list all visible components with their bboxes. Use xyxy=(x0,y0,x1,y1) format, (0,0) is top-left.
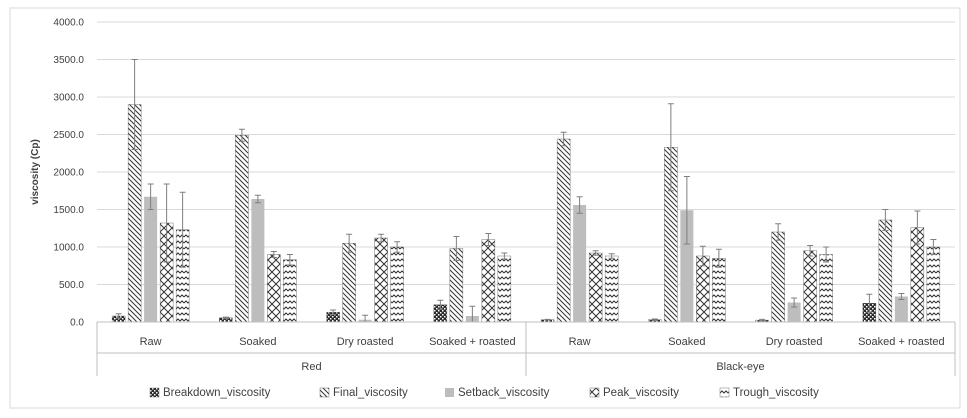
bar-peak xyxy=(588,252,603,323)
y-tick-label: 2500.0 xyxy=(53,130,84,141)
bar-peak xyxy=(481,239,496,323)
legend-swatch-peak xyxy=(589,387,600,398)
legend-label-trough: Trough_viscosity xyxy=(733,387,819,399)
legend-swatch-trough xyxy=(719,387,730,398)
x-tick-label: Soaked xyxy=(239,336,276,348)
bar-final xyxy=(556,138,571,323)
x-tick-label: Soaked + roasted xyxy=(429,336,516,348)
bar-peak xyxy=(267,254,281,323)
legend-label-peak: Peak_viscosity xyxy=(603,387,679,399)
x-tick-label: Soaked xyxy=(668,336,705,348)
y-tick-label: 1500.0 xyxy=(53,205,84,216)
x-group-label: Red xyxy=(301,361,321,373)
bar-peak xyxy=(803,250,817,323)
bar-setback xyxy=(787,302,801,322)
bar-final xyxy=(878,219,893,323)
bar-setback xyxy=(251,199,265,322)
y-tick-label: 1000.0 xyxy=(53,243,84,254)
bar-trough xyxy=(283,259,297,323)
bars xyxy=(111,59,941,323)
bar-final xyxy=(342,243,356,323)
y-tick-label: 500.0 xyxy=(59,280,84,291)
y-axis-label: viscosity (Cp) xyxy=(30,139,41,205)
bar-trough xyxy=(497,255,512,323)
x-axis: Raw Soaked Dry roasted Soaked + roasted Raw S… xyxy=(96,321,956,376)
bar-setback xyxy=(894,296,908,322)
legend-label-breakdown: Breakdown_viscosity xyxy=(163,387,271,399)
bar-trough xyxy=(390,246,404,323)
bar-setback xyxy=(573,205,587,322)
y-tick-label: 0.0 xyxy=(70,318,84,329)
x-group-label: Black-eye xyxy=(716,361,764,373)
legend: Breakdown_viscosity Final_viscosity Setbac… xyxy=(149,387,819,399)
x-tick-label: Raw xyxy=(569,336,591,348)
chart-frame xyxy=(9,7,961,409)
bar-peak xyxy=(374,237,388,323)
bar-setback xyxy=(680,210,694,322)
legend-label-setback: Setback_viscosity xyxy=(458,387,550,399)
bar-trough xyxy=(712,258,726,323)
y-tick-label: 3000.0 xyxy=(53,93,84,104)
x-tick-label: Soaked + roasted xyxy=(858,336,945,348)
x-tick-label: Dry roasted xyxy=(337,336,394,348)
bar-final xyxy=(771,231,785,323)
y-tick-label: 2000.0 xyxy=(53,168,84,179)
y-axis: 0.0 500.0 1000.0 1500.0 2000.0 2500.0 3000.0 35… xyxy=(30,18,84,329)
bar-trough xyxy=(604,255,619,323)
x-tick-label: Dry roasted xyxy=(766,336,823,348)
x-tick-label: Raw xyxy=(140,336,162,348)
bar-trough xyxy=(926,246,941,323)
legend-swatch-setback xyxy=(445,388,454,397)
y-tick-label: 3500.0 xyxy=(53,55,84,66)
legend-swatch-breakdown xyxy=(149,387,160,398)
bar-setback xyxy=(144,196,158,322)
bar-trough xyxy=(819,254,833,323)
legend-swatch-final xyxy=(319,387,330,398)
y-tick-label: 4000.0 xyxy=(53,18,84,29)
legend-label-final: Final_viscosity xyxy=(333,387,408,399)
bar-final xyxy=(235,135,249,323)
